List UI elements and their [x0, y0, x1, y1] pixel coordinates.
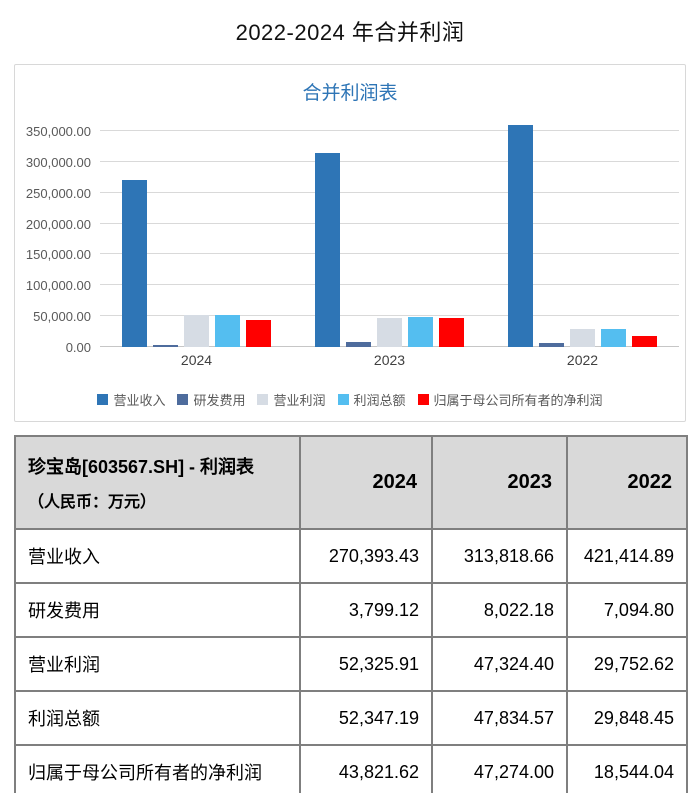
gridline	[100, 191, 679, 193]
y-axis-tick-label: 250,000.00	[25, 185, 91, 201]
bar-2024-营业利润	[184, 315, 209, 347]
y-axis-tick-label: 300,000.00	[25, 154, 91, 170]
bar-2022-营业收入	[508, 125, 533, 347]
x-axis-category-label: 2023	[373, 352, 406, 368]
bar-2022-营业利润	[570, 329, 595, 347]
chart-title: 合并利润表	[302, 83, 398, 104]
table-header-row: 珍宝岛[603567.SH] - 利润表 （人民币：万元） 2024 2023 …	[14, 435, 688, 530]
cell-value: 52,325.91	[299, 636, 433, 692]
cell-value: 43,821.62	[299, 744, 433, 793]
gridline	[100, 160, 679, 162]
legend-label: 营业收入	[113, 393, 166, 408]
chart-legend: 营业收入 研发费用 营业利润 利润总额 归属于母公司所有者的净利润	[15, 390, 685, 409]
cell-value: 18,544.04	[566, 744, 688, 793]
legend-label: 归属于母公司所有者的净利润	[433, 393, 603, 408]
cell-value: 47,324.40	[431, 636, 568, 692]
table-row: 营业利润 52,325.91 47,324.40 29,752.62	[14, 636, 688, 692]
cell-value: 8,022.18	[431, 582, 568, 638]
bar-2022-利润总额	[601, 329, 626, 347]
cell-value: 270,393.43	[299, 528, 433, 584]
y-axis-tick-label: 350,000.00	[25, 124, 91, 139]
bar-2023-归属于母公司所有者的净利润	[439, 318, 464, 347]
table-row: 营业收入 270,393.43 313,818.66 421,414.89	[14, 528, 688, 584]
x-axis: 2024 2023 2022	[100, 352, 679, 370]
column-header-2022: 2022	[566, 435, 688, 530]
bar-2024-归属于母公司所有者的净利润	[246, 320, 271, 347]
y-axis-tick-label: 200,000.00	[25, 216, 91, 232]
cell-value: 7,094.80	[566, 582, 688, 638]
legend-item: 利润总额	[337, 390, 406, 409]
table-title: 珍宝岛[603567.SH] - 利润表	[28, 457, 255, 477]
gridline	[100, 222, 679, 224]
row-label: 营业利润	[14, 636, 301, 692]
profit-table: 珍宝岛[603567.SH] - 利润表 （人民币：万元） 2024 2023 …	[14, 435, 688, 793]
legend-swatch	[337, 394, 349, 405]
cell-value: 47,834.57	[431, 690, 568, 746]
table-subtitle: （人民币：万元）	[28, 494, 157, 511]
x-axis-category-label: 2022	[566, 352, 599, 368]
table-title-cell: 珍宝岛[603567.SH] - 利润表 （人民币：万元）	[14, 435, 301, 530]
bar-group-2022	[486, 125, 679, 347]
gridline	[100, 130, 679, 131]
plot-inner	[100, 125, 679, 347]
cell-value: 52,347.19	[299, 690, 433, 746]
bar-2023-利润总额	[408, 317, 433, 347]
table-row: 利润总额 52,347.19 47,834.57 29,848.45	[14, 690, 688, 746]
bar-group-2024	[100, 125, 293, 347]
legend-swatch	[97, 394, 109, 405]
y-axis: 0.00 50,000.00 100,000.00 150,000.00 200,000…	[18, 124, 100, 355]
legend-swatch	[177, 394, 189, 405]
legend-item: 归属于母公司所有者的净利润	[417, 390, 603, 409]
bar-2024-利润总额	[215, 315, 240, 347]
row-label: 归属于母公司所有者的净利润	[14, 744, 301, 793]
y-axis-tick-label: 100,000.00	[25, 278, 91, 294]
legend-label: 营业利润	[273, 393, 326, 408]
bar-2022-归属于母公司所有者的净利润	[632, 336, 657, 347]
chart-plot-area: 0.00 50,000.00 100,000.00 150,000.00 200,000…	[26, 124, 679, 355]
cell-value: 47,274.00	[431, 744, 568, 793]
bar-2023-研发费用	[346, 342, 371, 347]
table-row: 归属于母公司所有者的净利润 43,821.62 47,274.00 18,544.04	[14, 744, 688, 793]
y-axis-tick-label: 0.00	[65, 340, 91, 355]
legend-swatch	[417, 394, 429, 405]
cell-value: 421,414.89	[566, 528, 688, 584]
profit-chart-card: 合并利润表 0.00 50,000.00 100,000.00 150,000.00 2…	[14, 64, 686, 422]
cell-value: 3,799.12	[299, 582, 433, 638]
gridline	[100, 315, 679, 317]
bar-2024-研发费用	[153, 345, 178, 347]
row-label: 研发费用	[14, 582, 301, 638]
legend-label: 利润总额	[353, 393, 406, 408]
bar-2023-营业利润	[377, 318, 402, 347]
legend-item: 营业利润	[257, 390, 326, 409]
bar-2023-营业收入	[315, 153, 340, 347]
bar-2022-研发费用	[539, 343, 564, 347]
bar-groups	[100, 125, 679, 347]
y-axis-tick-label: 50,000.00	[33, 309, 91, 325]
bar-2024-营业收入	[122, 180, 147, 347]
legend-swatch	[257, 394, 269, 405]
legend-item: 研发费用	[177, 390, 245, 409]
row-label: 利润总额	[14, 690, 301, 746]
gridline	[100, 284, 679, 286]
bar-group-2023	[293, 125, 486, 347]
cell-value: 29,848.45	[566, 690, 688, 746]
legend-item: 营业收入	[97, 390, 165, 409]
column-header-2023: 2023	[431, 435, 568, 530]
y-axis-tick-label: 150,000.00	[25, 247, 91, 263]
cell-value: 29,752.62	[566, 636, 688, 692]
column-header-2024: 2024	[299, 435, 433, 530]
page-title: 2022-2024 年合并利润	[235, 20, 465, 45]
cell-value: 313,818.66	[431, 528, 568, 584]
x-axis-category-label: 2024	[180, 352, 213, 368]
gridline	[100, 253, 679, 255]
row-label: 营业收入	[14, 528, 301, 584]
table-row: 研发费用 3,799.12 8,022.18 7,094.80	[14, 582, 688, 638]
legend-label: 研发费用	[193, 393, 246, 408]
